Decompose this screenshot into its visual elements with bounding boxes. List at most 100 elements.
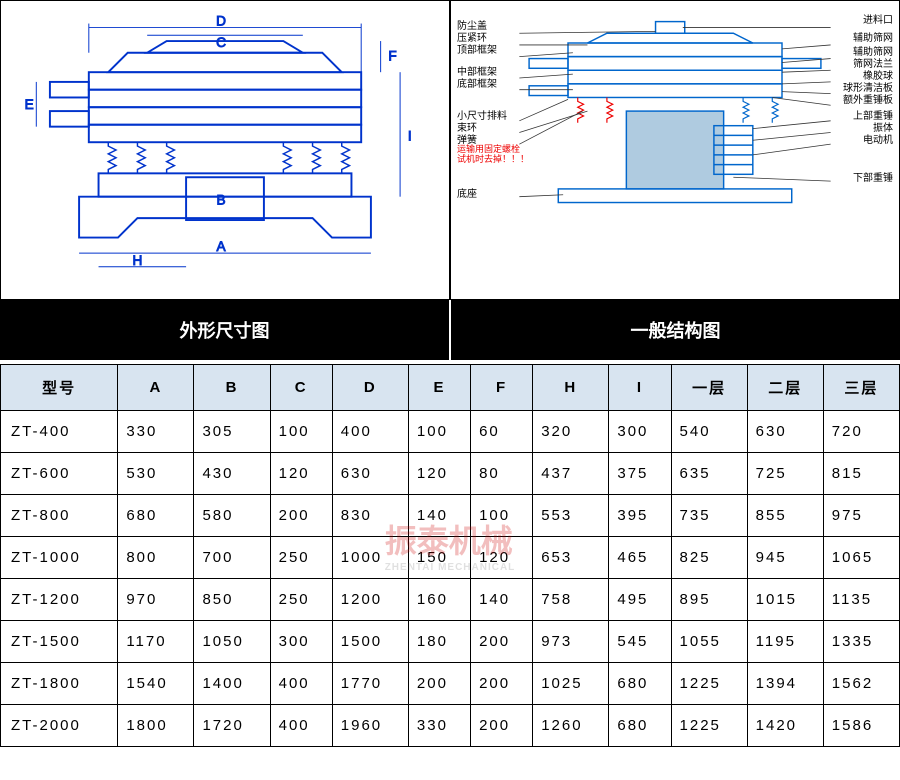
table-cell: 895: [671, 579, 747, 621]
table-cell: 1260: [533, 705, 609, 747]
lbl-motor: 电动机: [863, 131, 893, 146]
table-cell: 330: [118, 411, 194, 453]
table-cell: 630: [332, 453, 408, 495]
table-cell: 1065: [823, 537, 899, 579]
table-cell: 305: [194, 411, 270, 453]
table-cell: 200: [270, 495, 332, 537]
table-cell: 735: [671, 495, 747, 537]
lbl-warning: 运输用固定螺栓试机时去掉！！！: [457, 145, 529, 165]
table-cell: 1225: [671, 705, 747, 747]
table-cell: 855: [747, 495, 823, 537]
table-cell: 758: [533, 579, 609, 621]
lbl-inlet: 进料口: [863, 11, 893, 26]
table-row: ZT-800680580200830140100553395735855975: [1, 495, 900, 537]
table-cell: 725: [747, 453, 823, 495]
table-cell: 545: [609, 621, 671, 663]
table-cell: 1960: [332, 705, 408, 747]
col-header: 型号: [1, 365, 118, 411]
table-row: ZT-2000180017204001960330200126068012251…: [1, 705, 900, 747]
table-cell: 680: [609, 705, 671, 747]
table-cell: 200: [471, 663, 533, 705]
table-cell: 825: [671, 537, 747, 579]
table-cell: 465: [609, 537, 671, 579]
table-cell: 100: [270, 411, 332, 453]
lbl-extraweight: 额外重锤板: [843, 91, 893, 106]
table-cell: 1394: [747, 663, 823, 705]
table-cell: 100: [408, 411, 470, 453]
table-cell: 150: [408, 537, 470, 579]
table-cell: 630: [747, 411, 823, 453]
table-cell: 120: [408, 453, 470, 495]
dimension-diagram: D C F E I B A H: [0, 0, 450, 300]
svg-text:D: D: [216, 13, 226, 28]
svg-text:A: A: [217, 239, 227, 254]
table-cell: ZT-800: [1, 495, 118, 537]
table-cell: 1055: [671, 621, 747, 663]
diagrams-row: D C F E I B A H: [0, 0, 900, 300]
table-row: ZT-60053043012063012080437375635725815: [1, 453, 900, 495]
table-cell: 1586: [823, 705, 899, 747]
table-cell: 437: [533, 453, 609, 495]
col-header: C: [270, 365, 332, 411]
table-cell: 1562: [823, 663, 899, 705]
table-cell: 1000: [332, 537, 408, 579]
table-cell: 1400: [194, 663, 270, 705]
table-cell: 850: [194, 579, 270, 621]
lbl-botframe: 底部框架: [457, 75, 497, 90]
table-cell: 700: [194, 537, 270, 579]
label-left: 外形尺寸图: [0, 300, 449, 360]
table-cell: 1540: [118, 663, 194, 705]
table-cell: 180: [408, 621, 470, 663]
svg-text:H: H: [133, 253, 143, 268]
lbl-auxscreen1: 辅助筛网: [853, 29, 893, 44]
table-cell: 200: [471, 621, 533, 663]
table-cell: 1500: [332, 621, 408, 663]
table-row: ZT-40033030510040010060320300540630720: [1, 411, 900, 453]
table-cell: 975: [823, 495, 899, 537]
table-cell: ZT-2000: [1, 705, 118, 747]
table-cell: 1770: [332, 663, 408, 705]
table-cell: 720: [823, 411, 899, 453]
svg-text:E: E: [25, 97, 34, 112]
table-cell: 320: [533, 411, 609, 453]
table-cell: 815: [823, 453, 899, 495]
col-header: F: [471, 365, 533, 411]
table-header-row: 型号ABCDEFHI一层二层三层: [1, 365, 900, 411]
table-cell: 160: [408, 579, 470, 621]
table-cell: ZT-1800: [1, 663, 118, 705]
table-cell: 200: [408, 663, 470, 705]
label-bar: 外形尺寸图 一般结构图: [0, 300, 900, 360]
table-cell: 395: [609, 495, 671, 537]
table-container: 振泰机械 ZHENTAI MECHANICAL 型号ABCDEFHI一层二层三层…: [0, 364, 900, 747]
table-cell: 830: [332, 495, 408, 537]
table-cell: 120: [471, 537, 533, 579]
table-cell: ZT-1000: [1, 537, 118, 579]
table-cell: 250: [270, 537, 332, 579]
col-header: D: [332, 365, 408, 411]
col-header: I: [609, 365, 671, 411]
table-cell: 120: [270, 453, 332, 495]
table-row: ZT-1200970850250120016014075849589510151…: [1, 579, 900, 621]
col-header: E: [408, 365, 470, 411]
table-cell: 553: [533, 495, 609, 537]
col-header: B: [194, 365, 270, 411]
table-row: ZT-1800154014004001770200200102568012251…: [1, 663, 900, 705]
table-cell: 1195: [747, 621, 823, 663]
table-cell: 60: [471, 411, 533, 453]
table-cell: 200: [471, 705, 533, 747]
table-row: ZT-1000800700250100015012065346582594510…: [1, 537, 900, 579]
table-cell: 945: [747, 537, 823, 579]
table-cell: 400: [270, 663, 332, 705]
lbl-topframe: 顶部框架: [457, 41, 497, 56]
table-cell: 1420: [747, 705, 823, 747]
table-cell: 973: [533, 621, 609, 663]
table-cell: 80: [471, 453, 533, 495]
table-cell: 300: [609, 411, 671, 453]
table-cell: 1170: [118, 621, 194, 663]
table-cell: 1225: [671, 663, 747, 705]
table-cell: 100: [471, 495, 533, 537]
table-cell: 530: [118, 453, 194, 495]
table-cell: ZT-600: [1, 453, 118, 495]
table-cell: 540: [671, 411, 747, 453]
table-cell: 330: [408, 705, 470, 747]
